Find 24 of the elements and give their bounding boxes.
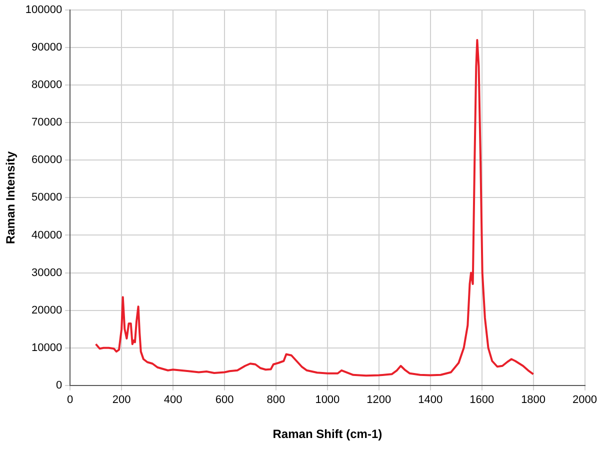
x-tick-label: 600 (215, 394, 234, 406)
y-tick-label: 20000 (32, 304, 62, 316)
y-tick-label: 90000 (32, 42, 62, 54)
y-tick-label: 0 (56, 379, 62, 392)
x-tick-label: 1000 (315, 394, 340, 406)
y-tick-label: 100000 (25, 4, 62, 16)
x-tick-label: 1400 (418, 394, 443, 406)
y-tick-label: 30000 (32, 266, 62, 279)
y-tick-label: 80000 (32, 79, 62, 92)
y-tick-label: 40000 (32, 229, 62, 242)
x-tick-label: 1200 (366, 394, 392, 406)
y-axis-title: Raman Intensity (4, 151, 18, 244)
x-axis-title: Raman Shift (cm-1) (272, 427, 382, 442)
x-tick-label: 200 (112, 394, 131, 406)
y-tick-label: 50000 (32, 192, 62, 204)
y-tick-label: 60000 (32, 154, 62, 166)
x-tick-label: 1600 (470, 394, 494, 406)
x-tick-label: 2000 (572, 394, 598, 406)
x-tick-label: 0 (67, 394, 74, 406)
y-tick-label: 10000 (32, 342, 62, 354)
x-tick-label: 800 (266, 394, 286, 406)
y-tick-label: 70000 (32, 116, 62, 129)
x-tick-label: 1800 (521, 394, 546, 406)
x-tick-label: 400 (164, 394, 182, 406)
